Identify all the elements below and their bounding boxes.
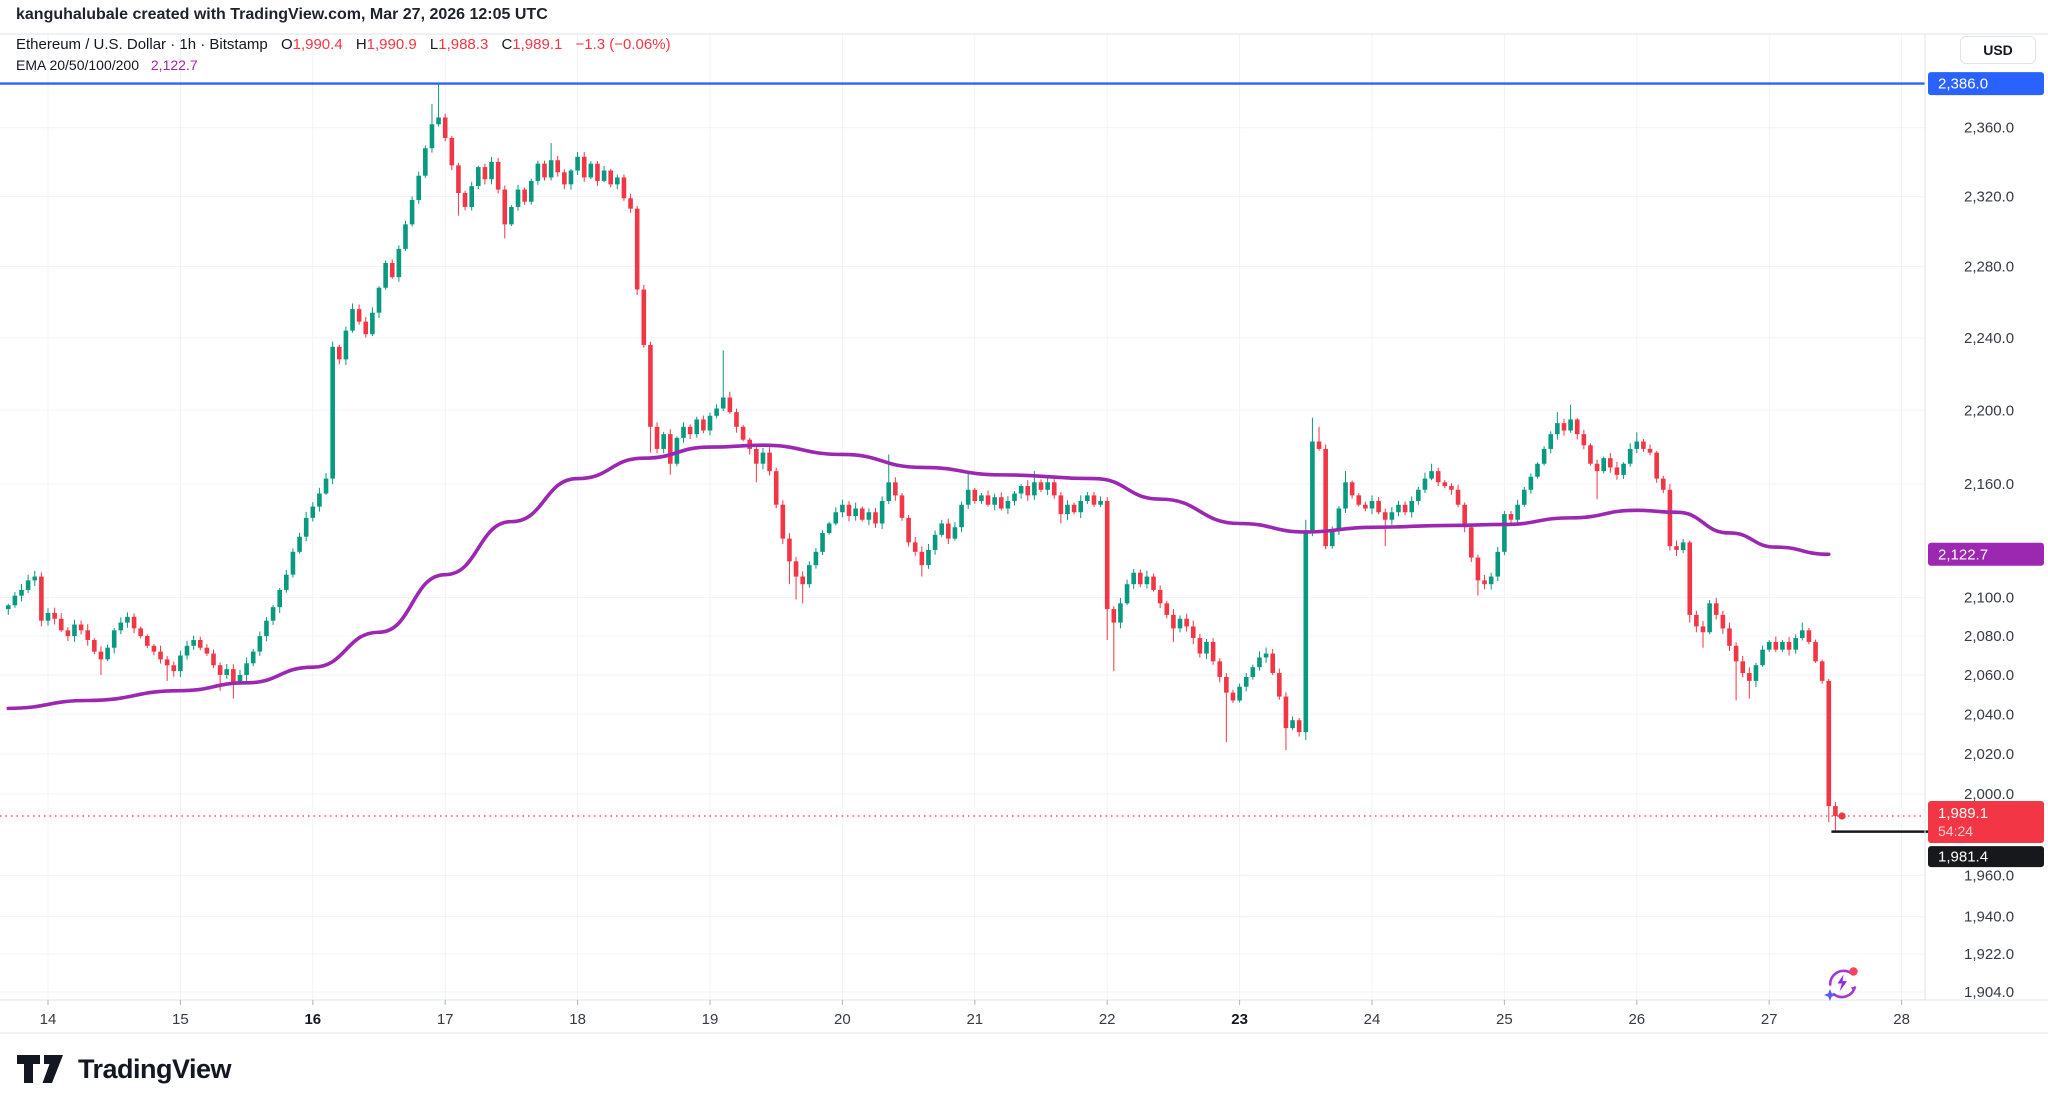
svg-text:1,960.0: 1,960.0	[1964, 867, 2014, 884]
ema-line[interactable]	[6, 443, 1831, 711]
lightning-refresh-icon[interactable]	[1820, 961, 1864, 1005]
time-axis-label: 17	[437, 1011, 454, 1028]
indicator-value: 2,122.7	[150, 56, 198, 73]
symbol-title[interactable]: Ethereum / U.S. Dollar	[16, 36, 167, 53]
time-axis-label: 20	[834, 1011, 851, 1028]
price-axis[interactable]: 2,360.0 2,320.0 2,280.0 2,240.0 2,200.0 2,160…	[1964, 120, 2014, 1001]
time-axis-label: 16	[304, 1011, 321, 1028]
time-axis-label: 25	[1496, 1011, 1513, 1028]
indicator-name[interactable]: EMA 20/50/100/200	[16, 56, 139, 73]
high-label: H	[355, 36, 367, 53]
svg-text:2,160.0: 2,160.0	[1964, 476, 2014, 493]
ema-value-label: 2,122.7	[1928, 542, 2044, 566]
candlestick-series	[5, 83, 1838, 832]
time-axis-label: 27	[1761, 1011, 1778, 1028]
low-label: L	[429, 36, 439, 53]
symbol-legend-row[interactable]: Ethereum / U.S. Dollar · 1h · Bitstamp O…	[16, 36, 671, 55]
last-price-label: 1,989.154:24	[1928, 801, 2044, 844]
svg-text:1,940.0: 1,940.0	[1964, 909, 2014, 926]
symbol-meta: · 1h · Bitstamp	[170, 36, 268, 53]
time-axis-label: 23	[1231, 1011, 1248, 1028]
svg-text:54:24: 54:24	[1938, 823, 1973, 839]
svg-text:2,040.0: 2,040.0	[1964, 706, 2014, 723]
time-axis-label: 14	[40, 1011, 57, 1028]
indicator-legend-row[interactable]: EMA 20/50/100/200 2,122.7	[16, 57, 671, 75]
svg-text:2,100.0: 2,100.0	[1964, 590, 2014, 607]
time-axis-label: 24	[1364, 1011, 1381, 1028]
svg-text:2,240.0: 2,240.0	[1964, 330, 2014, 347]
chart-legend: Ethereum / U.S. Dollar · 1h · Bitstamp O…	[16, 36, 671, 74]
tradingview-footer: TradingView	[16, 1052, 232, 1086]
open-value: 1,990.4	[292, 36, 343, 53]
open-label: O	[280, 36, 293, 53]
time-axis-label: 26	[1628, 1011, 1645, 1028]
svg-text:1,989.1: 1,989.1	[1938, 805, 1988, 822]
tradingview-logo-icon[interactable]	[16, 1052, 68, 1086]
svg-text:2,320.0: 2,320.0	[1964, 189, 2014, 206]
time-axis-label: 22	[1099, 1011, 1116, 1028]
svg-text:2,122.7: 2,122.7	[1938, 546, 1988, 563]
svg-text:2,386.0: 2,386.0	[1938, 76, 1988, 93]
svg-text:2,280.0: 2,280.0	[1964, 259, 2014, 276]
svg-text:2,000.0: 2,000.0	[1964, 786, 2014, 803]
time-axis-label: 19	[702, 1011, 719, 1028]
close-label: C	[501, 36, 513, 53]
pane-borders	[0, 33, 2048, 1034]
svg-text:2,200.0: 2,200.0	[1964, 402, 2014, 419]
high-level-label: 2,386.0	[1928, 72, 2044, 96]
change-value: −1.3 (−0.06%)	[575, 36, 671, 53]
tradingview-wordmark[interactable]: TradingView	[78, 1053, 232, 1084]
svg-text:1,981.4: 1,981.4	[1938, 849, 1988, 866]
svg-text:2,020.0: 2,020.0	[1964, 746, 2014, 763]
low-level-label: 1,981.4	[1928, 846, 2044, 868]
svg-text:1,922.0: 1,922.0	[1964, 946, 2014, 963]
attribution-text: kanguhalubale created with TradingView.c…	[16, 6, 548, 23]
time-axis[interactable]: 14 15 16 17 18 19 20 21 22 23 24 25 26 27 28	[40, 1000, 1910, 1028]
time-axis-label: 21	[966, 1011, 983, 1028]
currency-unit-button[interactable]: USD	[1960, 36, 2036, 64]
low-value: 1,988.3	[438, 36, 489, 53]
last-price-dot	[1838, 812, 1846, 820]
time-axis-label: 28	[1893, 1011, 1910, 1028]
close-value: 1,989.1	[512, 36, 563, 53]
time-axis-label: 18	[569, 1011, 586, 1028]
svg-text:2,080.0: 2,080.0	[1964, 628, 2014, 645]
time-axis-label: 15	[172, 1011, 189, 1028]
svg-text:2,060.0: 2,060.0	[1964, 667, 2014, 684]
high-value: 1,990.9	[366, 36, 417, 53]
svg-text:2,360.0: 2,360.0	[1964, 120, 2014, 137]
svg-text:1,904.0: 1,904.0	[1964, 984, 2014, 1001]
